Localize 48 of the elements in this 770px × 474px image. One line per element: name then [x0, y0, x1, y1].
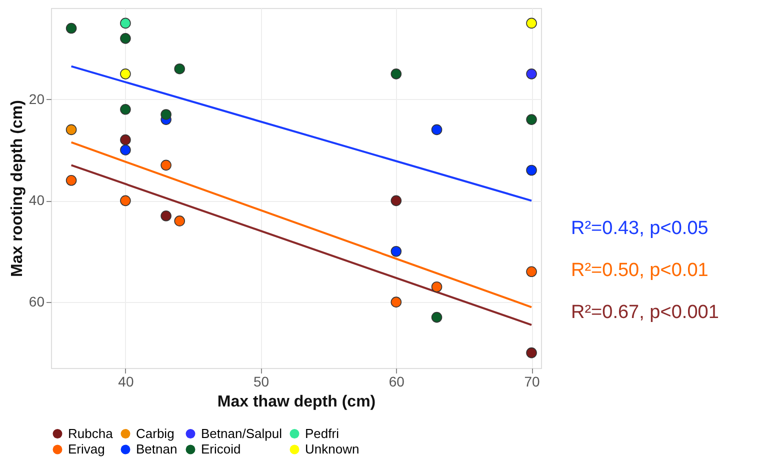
point: [174, 216, 185, 226]
x-tick-label: 50: [254, 374, 270, 390]
text: R²=0.50, p<0.01: [571, 260, 708, 281]
point: [120, 68, 131, 80]
point: [66, 22, 77, 34]
x-tick-label: 70: [524, 374, 540, 390]
point: [66, 124, 77, 136]
legend-label: Rubcha: [68, 426, 114, 441]
point: [120, 195, 131, 206]
x-axis-title: Max thaw depth (cm): [217, 394, 376, 410]
x-tick-label: 60: [388, 374, 405, 390]
point: [120, 144, 131, 156]
x-tick-label: 40: [118, 374, 134, 390]
point: [526, 347, 537, 358]
point: [120, 18, 131, 29]
point: [390, 68, 402, 80]
text: R²=0.43, p<0.05: [571, 218, 708, 239]
point: [174, 63, 185, 74]
point: [160, 109, 172, 120]
legend-label: Carbig: [136, 426, 174, 441]
y-tick-label: 40: [28, 192, 45, 208]
point: [160, 160, 172, 171]
legend-label: Betnan/Salpul: [201, 426, 282, 441]
legend-label: Unknown: [305, 442, 360, 456]
point: [526, 164, 537, 176]
point: [526, 18, 537, 29]
point: [526, 68, 537, 80]
point: [120, 134, 131, 146]
point: [431, 281, 442, 292]
legend-label: Betnan: [136, 442, 178, 456]
point: [526, 266, 537, 278]
point: [431, 312, 442, 323]
y-tick-label: 20: [28, 90, 45, 107]
point: [431, 124, 442, 136]
y-axis-title: Max rooting depth (cm): [8, 100, 26, 277]
point: [390, 296, 402, 308]
point: [120, 104, 131, 115]
point: [66, 175, 77, 186]
y-tick-label: 60: [28, 294, 45, 310]
legend-label: Ericoid: [201, 442, 241, 456]
point: [160, 210, 172, 222]
point: [390, 195, 402, 206]
point: [526, 114, 537, 125]
point: [120, 33, 131, 44]
legend-label: Erivag: [68, 442, 105, 456]
legend-label: Pedfri: [305, 426, 340, 441]
text: R²=0.67, p<0.001: [571, 302, 719, 323]
point: [390, 246, 402, 257]
